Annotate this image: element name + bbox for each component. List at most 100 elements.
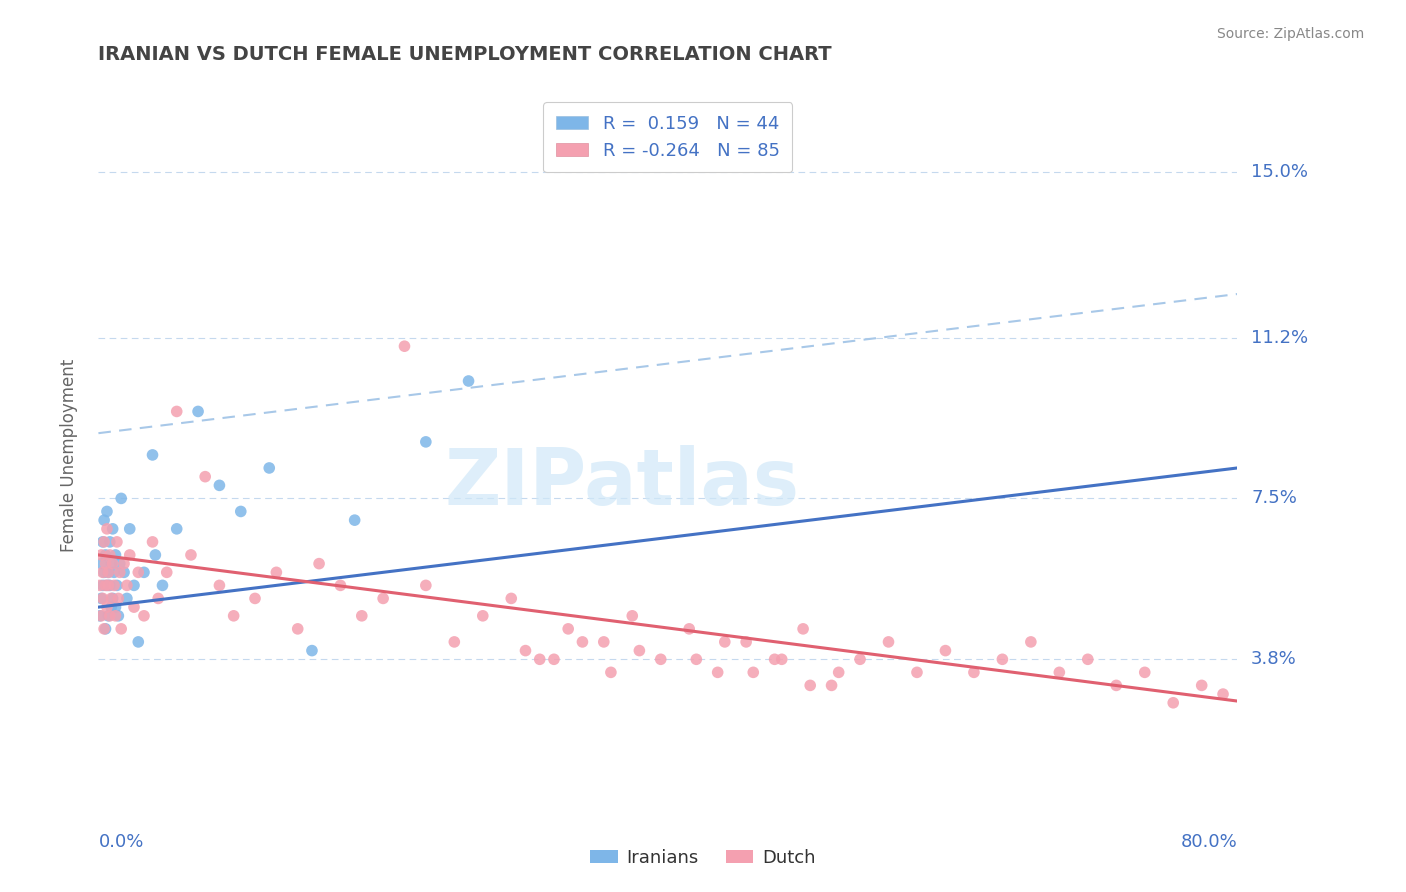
Text: ZIPatlas: ZIPatlas [444, 445, 800, 521]
Point [93, 566, 115, 580]
Point [394, 339, 416, 353]
Point [1077, 652, 1099, 666]
Point [91, 566, 114, 580]
Point [706, 665, 728, 680]
Point [471, 608, 494, 623]
Point [628, 643, 651, 657]
Point [90, 608, 112, 623]
Point [90, 557, 112, 571]
Point [543, 652, 565, 666]
Point [350, 608, 373, 623]
Point [110, 491, 132, 506]
Point [180, 548, 202, 562]
Point [112, 566, 135, 580]
Point [415, 578, 437, 592]
Point [229, 504, 252, 518]
Point [650, 652, 672, 666]
Point [108, 557, 131, 571]
Y-axis label: Female Unemployment: Female Unemployment [59, 359, 77, 551]
Point [104, 608, 127, 623]
Point [152, 578, 174, 592]
Point [208, 478, 231, 492]
Point [122, 600, 145, 615]
Point [735, 635, 758, 649]
Point [97, 566, 120, 580]
Point [799, 678, 821, 692]
Point [94, 578, 117, 592]
Point [112, 557, 135, 571]
Point [97, 566, 120, 580]
Point [100, 557, 122, 571]
Point [97, 608, 120, 623]
Point [828, 665, 851, 680]
Point [457, 374, 479, 388]
Point [1191, 678, 1213, 692]
Point [259, 461, 281, 475]
Point [101, 522, 124, 536]
Text: 7.5%: 7.5% [1251, 490, 1298, 508]
Point [187, 404, 209, 418]
Point [222, 608, 245, 623]
Point [94, 622, 117, 636]
Point [127, 566, 149, 580]
Point [905, 665, 928, 680]
Text: 3.8%: 3.8% [1251, 650, 1296, 668]
Point [118, 548, 141, 562]
Point [515, 643, 537, 657]
Point [105, 534, 128, 549]
Point [97, 578, 120, 592]
Point [98, 548, 121, 562]
Point [685, 652, 707, 666]
Point [115, 578, 138, 592]
Point [1212, 687, 1234, 701]
Point [104, 600, 127, 615]
Point [118, 522, 141, 536]
Point [94, 557, 117, 571]
Point [194, 469, 217, 483]
Point [266, 566, 288, 580]
Point [145, 548, 167, 562]
Point [103, 566, 125, 580]
Point [820, 678, 842, 692]
Point [89, 608, 111, 623]
Point [287, 622, 309, 636]
Point [100, 600, 122, 615]
Point [166, 522, 188, 536]
Text: 11.2%: 11.2% [1251, 328, 1309, 346]
Point [1161, 696, 1184, 710]
Point [792, 622, 814, 636]
Point [110, 622, 132, 636]
Point [107, 591, 129, 606]
Point [991, 652, 1014, 666]
Point [96, 578, 118, 592]
Point [877, 635, 900, 649]
Point [166, 404, 188, 418]
Text: 0.0%: 0.0% [98, 833, 143, 851]
Point [93, 622, 115, 636]
Point [329, 578, 352, 592]
Point [141, 448, 163, 462]
Point [501, 591, 523, 606]
Point [208, 578, 231, 592]
Point [714, 635, 737, 649]
Point [107, 608, 129, 623]
Text: IRANIAN VS DUTCH FEMALE UNEMPLOYMENT CORRELATION CHART: IRANIAN VS DUTCH FEMALE UNEMPLOYMENT COR… [98, 45, 832, 63]
Point [108, 566, 131, 580]
Legend: Iranians, Dutch: Iranians, Dutch [583, 842, 823, 874]
Point [93, 534, 115, 549]
Point [132, 566, 155, 580]
Point [96, 600, 118, 615]
Point [89, 578, 111, 592]
Point [90, 548, 112, 562]
Point [1105, 678, 1128, 692]
Point [103, 578, 125, 592]
Legend: R =  0.159   N = 44, R = -0.264   N = 85: R = 0.159 N = 44, R = -0.264 N = 85 [543, 103, 793, 172]
Point [90, 591, 112, 606]
Point [770, 652, 793, 666]
Point [132, 608, 155, 623]
Point [98, 608, 121, 623]
Point [98, 534, 121, 549]
Point [763, 652, 786, 666]
Point [678, 622, 700, 636]
Point [91, 578, 114, 592]
